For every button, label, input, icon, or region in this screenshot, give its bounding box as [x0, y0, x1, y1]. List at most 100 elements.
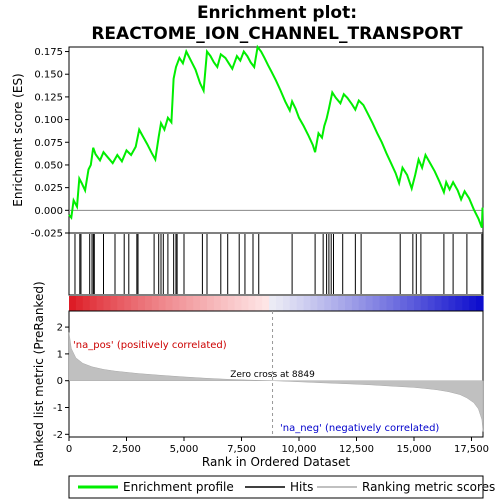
- color-bar-segment: [103, 296, 111, 311]
- color-bar-segment: [317, 296, 325, 311]
- es-y-axis-label: Enrichment score (ES): [11, 73, 25, 206]
- positive-correlation-label: 'na_pos' (positively correlated): [73, 340, 227, 351]
- color-bar-segment: [144, 296, 153, 311]
- x-tick-label: 5,000: [170, 444, 199, 455]
- color-bar-segment: [462, 296, 470, 311]
- color-bar-segment: [303, 296, 312, 311]
- color-bar-segment: [89, 296, 98, 311]
- hits-marks: [74, 234, 483, 294]
- color-bar-segment: [69, 296, 77, 311]
- color-bar-segment: [407, 296, 415, 311]
- ranking-metric-area: [68, 332, 484, 432]
- x-tick-label: 15,000: [397, 444, 432, 455]
- color-bar-segment: [427, 296, 436, 311]
- color-bar-segment: [310, 296, 318, 311]
- color-bar-segment: [331, 296, 339, 311]
- color-bar-segment: [227, 296, 236, 311]
- x-tick-label: 17,500: [454, 444, 489, 455]
- chart-title-line2: REACTOME_ION_CHANNEL_TRANSPORT: [91, 24, 463, 44]
- color-bar-segment: [448, 296, 456, 311]
- color-bar-segment: [296, 296, 305, 311]
- color-bar-segment: [193, 296, 201, 311]
- color-bar-segment: [400, 296, 408, 311]
- x-tick-label: 0: [66, 444, 72, 455]
- color-bar-segment: [179, 296, 187, 311]
- legend-hits-label: Hits: [290, 480, 313, 494]
- es-y-tick-label: 0.100: [34, 115, 63, 126]
- color-bar-segment: [420, 296, 429, 311]
- color-bar-segment: [165, 296, 174, 311]
- color-bar-segment: [207, 296, 215, 311]
- color-bar-segment: [365, 296, 374, 311]
- color-bar-segment: [372, 296, 381, 311]
- legend-enrichment-label: Enrichment profile: [123, 480, 234, 494]
- color-bar-segment: [289, 296, 298, 311]
- es-y-tick-label: 0.175: [34, 47, 63, 58]
- legend: Enrichment profile Hits Ranking metric s…: [68, 475, 495, 499]
- x-tick-label: 10,000: [282, 444, 317, 455]
- color-bar-segment: [138, 296, 146, 311]
- color-bar-segment: [269, 296, 277, 311]
- negative-correlation-label: 'na_neg' (negatively correlated): [280, 423, 439, 434]
- color-bar-segment: [131, 296, 139, 311]
- color-bar-segment: [262, 296, 270, 311]
- color-bar-segment: [276, 296, 284, 311]
- color-bar-segment: [186, 296, 194, 311]
- es-y-tick-label: 0.025: [34, 183, 63, 194]
- color-bar-segment: [255, 296, 263, 311]
- es-plot-frame: [68, 46, 484, 234]
- color-bar-segment: [234, 296, 243, 311]
- metric-y-tick-label: 1: [57, 349, 63, 360]
- es-y-tick-label: -0.025: [31, 229, 63, 240]
- x-tick-label: 2,500: [112, 444, 141, 455]
- color-bar-segment: [476, 296, 484, 311]
- color-bar-segment: [200, 296, 208, 311]
- metric-y-tick-label: 0: [57, 376, 63, 387]
- color-bar-segment: [282, 296, 291, 311]
- color-bar-segment: [124, 296, 132, 311]
- color-bar-segment: [158, 296, 167, 311]
- color-bar-segment: [241, 296, 249, 311]
- color-bar-segment: [110, 296, 118, 311]
- color-bar-segment: [117, 296, 125, 311]
- x-ticks: 0 2,500 5,000 7,500 10,000 12,500 15,000 17,500: [66, 437, 489, 455]
- color-bar-segment: [351, 296, 360, 311]
- color-bar-segment: [469, 296, 477, 311]
- color-bar-segment: [172, 296, 180, 311]
- color-bar-segment: [434, 296, 443, 311]
- color-bar-segment: [75, 296, 84, 311]
- es-y-tick-label: 0.150: [34, 70, 63, 81]
- x-axis-label: Rank in Ordered Dataset: [202, 455, 350, 469]
- es-y-tick-label: 0.075: [34, 138, 63, 149]
- es-y-tick-label: 0.000: [34, 206, 63, 217]
- color-bar-segment: [358, 296, 367, 311]
- color-bar-segment: [414, 296, 422, 311]
- color-bar-segment: [345, 296, 353, 311]
- hits-panel: [68, 232, 484, 296]
- metric-y-ticks: -2 -1 0 1 2: [53, 323, 69, 441]
- color-bar-segment: [455, 296, 463, 311]
- color-bar-segment: [220, 296, 229, 311]
- metric-y-tick-label: -1: [53, 403, 63, 414]
- enrichment-profile-line: [68, 44, 484, 228]
- metric-panel: -2 -1 0 1 2 Zero cross at 8849 'na_pos' (pos…: [53, 310, 484, 441]
- color-bar-segment: [393, 296, 401, 311]
- metric-y-tick-label: -2: [53, 430, 63, 441]
- chart-title-line1: Enrichment plot:: [197, 3, 357, 23]
- x-tick-label: 12,500: [339, 444, 374, 455]
- color-bar-segment: [82, 296, 91, 311]
- zero-cross-label: Zero cross at 8849: [230, 370, 315, 380]
- color-bar-segment: [213, 296, 222, 311]
- color-bar-segment: [151, 296, 160, 311]
- es-y-ticks: -0.025 0.000 0.025 0.050 0.075 0.100 0.125 0.15…: [31, 47, 69, 240]
- enrichment-profile-series: [68, 44, 484, 228]
- color-bar-segment: [386, 296, 394, 311]
- ranking-metric-series: [68, 332, 484, 432]
- color-bar-segment: [324, 296, 332, 311]
- es-panel: -0.025 0.000 0.025 0.050 0.075 0.100 0.125 0.15…: [31, 44, 484, 240]
- color-bar-segment: [338, 296, 346, 311]
- metric-y-axis-label: Ranked list metric (PreRanked): [32, 281, 46, 466]
- x-tick-label: 7,500: [227, 444, 256, 455]
- es-y-tick-label: 0.050: [34, 160, 63, 171]
